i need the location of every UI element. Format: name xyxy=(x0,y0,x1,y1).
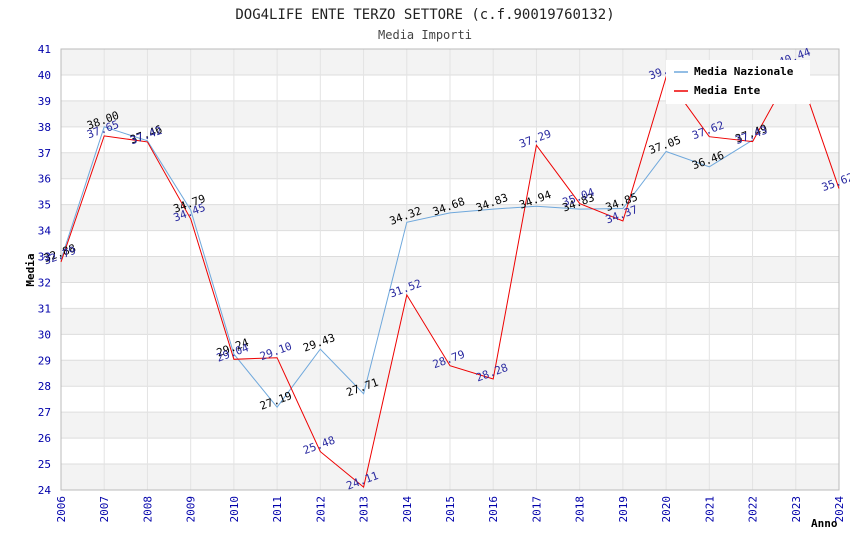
x-tick-label: 2011 xyxy=(271,496,284,523)
x-tick-label: 2018 xyxy=(574,496,587,523)
series-lines xyxy=(60,62,840,489)
legend-entry-nazionale: Media Nazionale xyxy=(694,65,794,78)
x-tick-label: 2013 xyxy=(358,496,371,523)
y-axis: 24 25 26 27 28 29 30 31 32 33 34 35 36 37 38 39 40 41 xyxy=(38,43,52,497)
y-axis-label: Media xyxy=(24,253,37,286)
legend: Media Nazionale Media Ente xyxy=(666,60,810,104)
y-tick-label: 31 xyxy=(38,302,51,315)
x-tick-label: 2015 xyxy=(444,496,457,523)
plot-area xyxy=(60,48,840,491)
x-tick-label: 2024 xyxy=(833,496,846,523)
x-tick-label: 2007 xyxy=(98,496,111,523)
y-tick-label: 36 xyxy=(38,173,51,186)
series-line-ente xyxy=(60,62,840,489)
x-axis: 2006 2007 2008 2009 2010 2011 2012 2013 2014 2015… xyxy=(55,496,846,523)
y-tick-label: 33 xyxy=(38,251,51,264)
chart-subtitle: Media Importi xyxy=(378,28,472,42)
y-tick-label: 41 xyxy=(38,43,51,56)
y-tick-label: 34 xyxy=(38,225,52,238)
series-line-nazionale xyxy=(60,126,753,409)
x-axis-label: Anno xyxy=(811,517,838,530)
y-tick-label: 40 xyxy=(38,69,51,82)
x-tick-label: 2008 xyxy=(141,496,154,523)
x-tick-label: 2023 xyxy=(790,496,803,523)
y-tick-label: 37 xyxy=(38,147,51,160)
x-tick-label: 2017 xyxy=(530,496,543,523)
x-tick-label: 2010 xyxy=(228,496,241,523)
x-tick-label: 2022 xyxy=(747,496,760,523)
y-tick-label: 29 xyxy=(38,354,51,367)
y-tick-label: 30 xyxy=(38,328,51,341)
x-tick-label: 2021 xyxy=(703,496,716,523)
data-label: 29.10 xyxy=(258,340,294,364)
x-tick-label: 2016 xyxy=(487,496,500,523)
legend-box xyxy=(666,60,810,104)
x-tick-label: 2020 xyxy=(660,496,673,523)
y-tick-label: 27 xyxy=(38,406,51,419)
data-label: 27.19 xyxy=(258,389,294,413)
y-tick-label: 35 xyxy=(38,199,51,212)
data-label: 37.29 xyxy=(517,127,553,151)
x-tick-label: 2014 xyxy=(401,496,414,523)
chart-title: DOG4LIFE ENTE TERZO SETTORE (c.f.9001976… xyxy=(235,7,614,23)
y-tick-label: 26 xyxy=(38,432,51,445)
y-tick-label: 38 xyxy=(38,121,51,134)
y-tick-label: 25 xyxy=(38,458,51,471)
y-tick-label: 39 xyxy=(38,95,51,108)
x-tick-label: 2012 xyxy=(314,496,327,523)
legend-entry-ente: Media Ente xyxy=(694,84,761,97)
y-tick-label: 32 xyxy=(38,276,51,289)
x-tick-label: 2006 xyxy=(55,496,68,523)
x-tick-label: 2009 xyxy=(185,496,198,523)
x-tick-label: 2019 xyxy=(617,496,630,523)
y-tick-label: 28 xyxy=(38,380,51,393)
y-tick-label: 24 xyxy=(38,484,52,497)
